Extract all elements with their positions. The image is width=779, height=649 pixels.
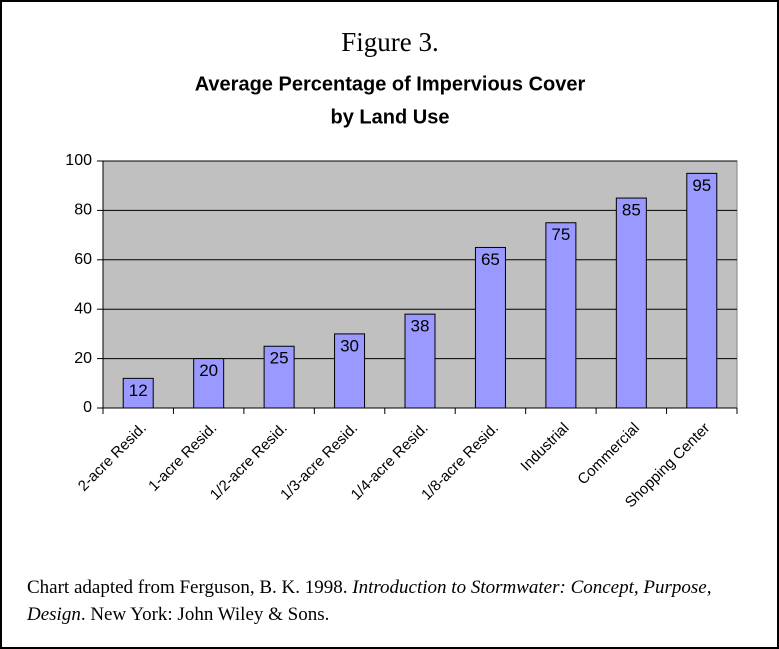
data-label: 25 xyxy=(270,349,289,368)
data-label: 85 xyxy=(622,201,641,220)
caption-text: . New York: John Wiley & Sons. xyxy=(80,604,330,625)
chart-title: Figure 3. xyxy=(341,27,439,57)
x-tick-label: 1-acre Resid. xyxy=(145,420,220,495)
data-label: 30 xyxy=(340,336,359,355)
bar xyxy=(404,313,436,409)
data-label: 65 xyxy=(481,250,500,269)
bar xyxy=(474,246,506,409)
bar xyxy=(334,333,366,409)
data-label: 95 xyxy=(692,176,711,195)
y-tick-label: 60 xyxy=(74,251,92,268)
data-label: 75 xyxy=(551,225,570,244)
chart-subtitle: by Land Use xyxy=(331,106,450,128)
bar xyxy=(122,377,154,409)
y-tick-label: 20 xyxy=(74,350,92,367)
caption: Chart adapted from Ferguson, B. K. 1998.… xyxy=(27,574,747,628)
data-label: 38 xyxy=(411,317,430,336)
y-tick-label: 100 xyxy=(65,152,92,169)
bar xyxy=(545,222,577,409)
x-tick-label: Commercial xyxy=(574,420,643,489)
bar xyxy=(263,345,295,409)
chart-subtitle: Average Percentage of Impervious Cover xyxy=(195,73,586,95)
y-tick-label: 80 xyxy=(74,202,92,219)
bar xyxy=(615,197,647,409)
y-tick-label: 0 xyxy=(83,399,92,416)
data-label: 20 xyxy=(199,361,218,380)
y-tick-label: 40 xyxy=(74,300,92,317)
x-tick-label: 2-acre Resid. xyxy=(75,420,150,495)
data-label: 12 xyxy=(129,381,148,400)
caption-text: Chart adapted from Ferguson, B. K. 1998. xyxy=(27,577,353,598)
bar xyxy=(193,358,225,409)
caption-title: Introduction to Stormwater: Concept, Pur… xyxy=(27,577,712,625)
bar xyxy=(686,172,718,409)
x-tick-label: Industrial xyxy=(517,420,572,475)
